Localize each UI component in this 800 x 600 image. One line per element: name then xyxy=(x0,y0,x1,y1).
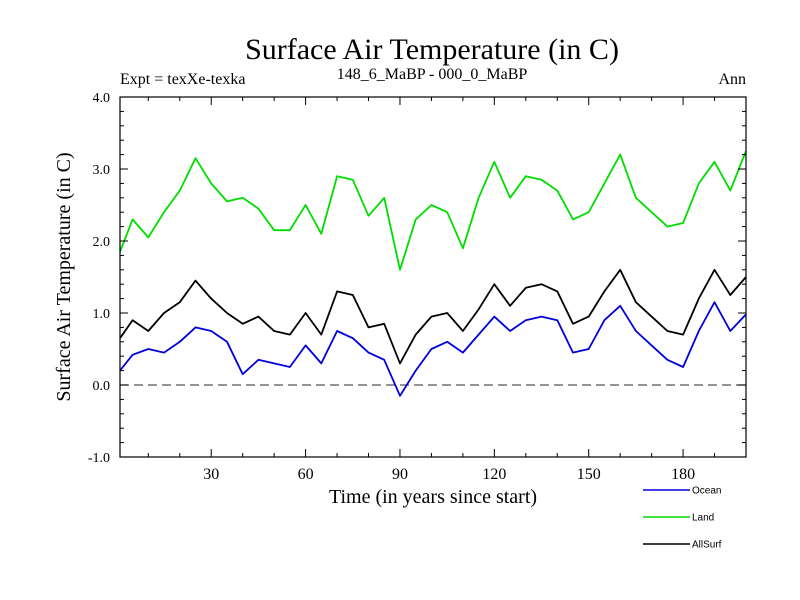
y-tick-label: 1.0 xyxy=(93,307,111,322)
y-axis-label: Surface Air Temperature (in C) xyxy=(53,152,75,401)
x-axis-label: Time (in years since start) xyxy=(329,486,537,508)
x-tick-label: 60 xyxy=(298,466,314,483)
y-tick-label: 3.0 xyxy=(93,163,111,178)
y-tick-label: -1.0 xyxy=(88,451,110,466)
y-tick-label: 4.0 xyxy=(93,91,111,106)
series-line-allsurf xyxy=(119,268,747,365)
legend: Ocean Land AllSurf xyxy=(643,486,722,551)
legend-label-land: Land xyxy=(692,513,714,524)
period-label: 148_6_MaBP - 000_0_MaBP xyxy=(337,66,528,83)
season-label: Ann xyxy=(718,71,746,88)
x-tick-label: 150 xyxy=(577,466,601,483)
y-tick-label: 2.0 xyxy=(93,235,111,250)
x-tick-label: 180 xyxy=(671,466,695,483)
chart-title: Surface Air Temperature (in C) xyxy=(245,33,619,66)
plot-frame xyxy=(119,96,747,458)
y-tick-label: 0.0 xyxy=(93,379,111,394)
x-tick-label: 90 xyxy=(392,466,408,483)
series-line-land xyxy=(119,150,747,271)
experiment-label: Expt = texXe-texka xyxy=(120,71,245,88)
legend-label-allsurf: AllSurf xyxy=(692,540,722,551)
legend-label-ocean: Ocean xyxy=(692,486,721,497)
series-line-ocean xyxy=(119,301,747,397)
x-tick-label: 30 xyxy=(203,466,219,483)
x-tick-label: 120 xyxy=(482,466,506,483)
